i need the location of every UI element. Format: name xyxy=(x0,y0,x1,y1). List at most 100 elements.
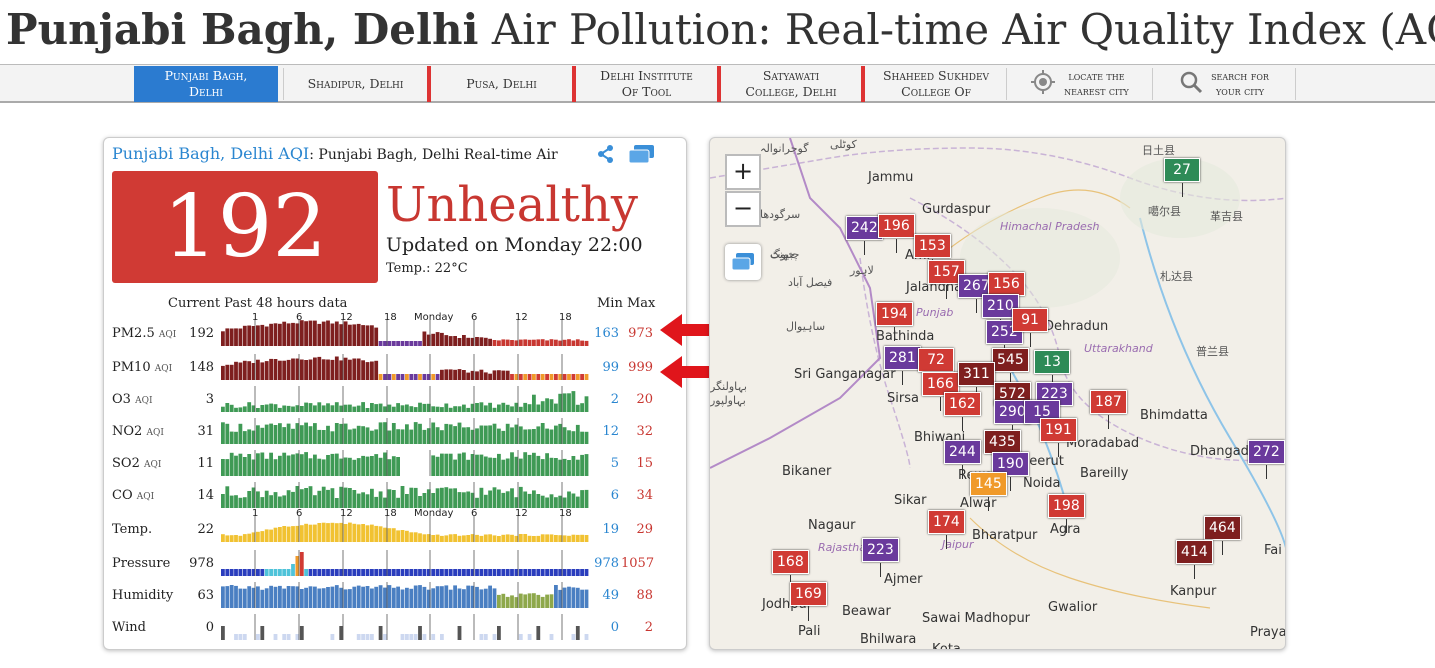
history-bar xyxy=(444,487,449,508)
history-bar xyxy=(256,569,260,576)
history-bar xyxy=(549,534,554,542)
station-marker[interactable]: 91 xyxy=(1012,308,1048,347)
history-bar xyxy=(584,489,589,508)
history-bar xyxy=(282,495,287,508)
history-bar xyxy=(470,403,475,412)
nav-satyawati[interactable]: Satyawati College, Delhi xyxy=(721,66,865,102)
station-marker[interactable]: 72 xyxy=(918,348,954,387)
history-bar xyxy=(466,427,471,444)
updated-time: Updated on Monday 22:00 xyxy=(386,234,643,256)
share-icon[interactable] xyxy=(597,144,615,168)
history-bar xyxy=(527,535,532,542)
station-marker[interactable]: 252 xyxy=(986,320,1023,359)
history-bar xyxy=(527,493,532,508)
zoom-in-button[interactable]: + xyxy=(725,154,761,190)
pollutant-min: 163 xyxy=(594,326,619,341)
station-marker[interactable]: 145 xyxy=(970,472,1007,511)
history-bar xyxy=(567,393,571,412)
station-marker[interactable]: 168 xyxy=(772,550,809,589)
station-marker[interactable]: 187 xyxy=(1090,390,1127,429)
station-marker[interactable]: 13 xyxy=(1034,350,1070,389)
history-bar xyxy=(291,358,295,380)
history-bar xyxy=(317,356,322,380)
station-marker[interactable]: 169 xyxy=(790,582,827,621)
station-marker[interactable]: 244 xyxy=(944,440,981,479)
history-bar xyxy=(278,569,282,576)
station-marker[interactable]: 156 xyxy=(988,272,1025,311)
nav-shadipur[interactable]: Shadipur, Delhi xyxy=(284,66,431,102)
station-marker[interactable]: 545 xyxy=(992,348,1029,387)
history-bar xyxy=(356,323,361,346)
nav-punjabi-bagh[interactable]: Punjabi Bagh, Delhi xyxy=(134,66,278,102)
station-marker[interactable]: 242 xyxy=(846,216,883,255)
station-marker[interactable]: 174 xyxy=(928,510,965,549)
card-title-link[interactable]: Punjabi Bagh, Delhi AQI xyxy=(112,144,310,163)
time-label: 18 xyxy=(559,508,572,519)
pollutant-max: 34 xyxy=(636,488,653,503)
nav-shaheed-sukhdev[interactable]: Shaheed Sukhdev College Of xyxy=(866,66,1006,102)
history-bar xyxy=(229,328,234,346)
history-bar xyxy=(361,524,365,542)
history-bar xyxy=(334,423,339,444)
pollutant-min: 2 xyxy=(610,392,619,407)
station-marker[interactable]: 435 xyxy=(984,430,1021,469)
history-bar xyxy=(580,589,584,608)
history-bar xyxy=(510,406,514,412)
history-bar xyxy=(352,428,357,444)
history-bar xyxy=(260,427,265,444)
history-bar xyxy=(554,585,558,608)
history-bar xyxy=(571,493,576,508)
pollutant-max: 29 xyxy=(636,522,653,537)
station-marker[interactable]: 162 xyxy=(944,392,981,431)
history-bar xyxy=(497,594,501,608)
station-marker[interactable]: 414 xyxy=(1176,540,1213,579)
pollutant-label: PM10 AQI xyxy=(112,360,173,375)
station-marker[interactable]: 198 xyxy=(1048,494,1085,533)
history-bar xyxy=(370,488,374,508)
zoom-out-button[interactable]: − xyxy=(725,191,761,227)
history-bar xyxy=(387,528,392,542)
city-label: Fai xyxy=(1264,543,1282,558)
history-bar xyxy=(317,588,322,608)
city-label: Noida xyxy=(1023,476,1061,491)
history-bar xyxy=(286,569,291,576)
pollutant-label: Wind xyxy=(112,620,146,635)
history-bar xyxy=(321,430,326,444)
station-marker[interactable]: 272 xyxy=(1248,440,1285,479)
aqi-map[interactable]: + − Jammu Gurdaspur Himachal Pradesh Jaland… xyxy=(709,137,1286,650)
layers-icon[interactable] xyxy=(725,244,761,280)
history-bar xyxy=(291,406,295,412)
history-bar xyxy=(334,356,339,380)
pollutant-label: NO2 AQI xyxy=(112,424,164,439)
history-bar xyxy=(510,340,514,346)
station-marker[interactable]: 191 xyxy=(1040,418,1077,457)
history-bar xyxy=(396,530,400,542)
pollutant-max: 999 xyxy=(628,360,653,375)
station-marker[interactable]: 223 xyxy=(862,538,899,577)
history-bar xyxy=(291,564,295,576)
history-bar xyxy=(549,457,554,476)
station-marker[interactable]: 196 xyxy=(878,214,915,253)
city-label: Moradabad xyxy=(1066,436,1140,451)
history-bar xyxy=(356,634,361,640)
history-bar xyxy=(501,339,506,346)
city-label: جھنگ xyxy=(770,248,796,261)
history-bar xyxy=(299,626,304,640)
history-bar xyxy=(352,406,357,412)
station-marker[interactable]: 464 xyxy=(1204,516,1241,555)
station-marker[interactable]: 281 xyxy=(884,346,921,385)
nav-search-city[interactable]: search for your city xyxy=(1153,66,1295,102)
city-label: Bathinda xyxy=(876,329,935,344)
history-bar xyxy=(466,337,471,346)
widget-icon[interactable] xyxy=(628,144,656,168)
station-marker[interactable]: 194 xyxy=(876,302,913,341)
nav-pusa[interactable]: Pusa, Delhi xyxy=(431,66,576,102)
nav-locate-nearest[interactable]: locate the nearest city xyxy=(1007,66,1152,102)
station-marker[interactable]: 153 xyxy=(914,234,951,273)
history-bar xyxy=(435,488,440,508)
nav-label: Pusa, Delhi xyxy=(466,76,537,91)
station-marker[interactable]: 27 xyxy=(1164,158,1200,197)
history-bar xyxy=(370,588,374,608)
nav-delhi-institute[interactable]: Delhi Institute Of Tool xyxy=(576,66,721,102)
station-marker[interactable]: 311 xyxy=(958,362,995,401)
